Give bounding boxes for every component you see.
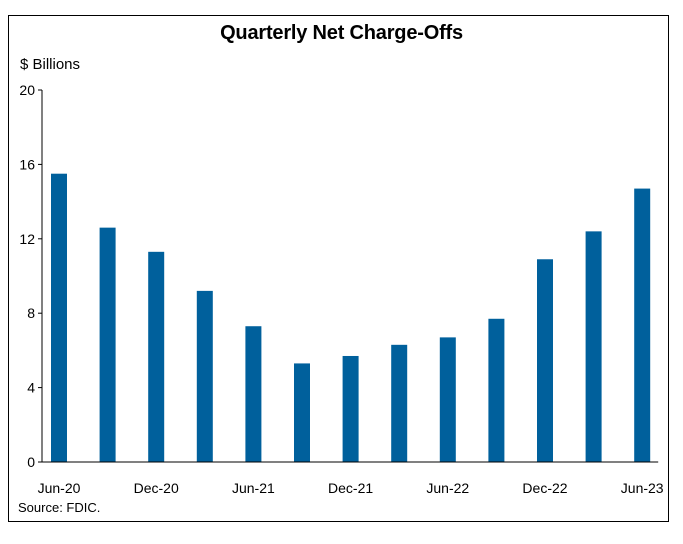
bar-jun-22 (439, 337, 456, 462)
y-tick-label: 20 (19, 82, 35, 98)
y-tick-label: 4 (27, 380, 35, 396)
x-tick-label: Dec-22 (522, 480, 567, 496)
bar-mar-23 (585, 231, 602, 462)
y-tick-label: 12 (19, 231, 35, 247)
bar-mar-22 (391, 344, 408, 462)
y-tick-label: 16 (19, 156, 35, 172)
bar-dec-20 (148, 251, 165, 462)
bar-sep-22 (488, 318, 505, 462)
x-tick-label: Jun-20 (38, 480, 81, 496)
x-tick-label: Jun-21 (232, 480, 275, 496)
bars (51, 173, 651, 462)
bar-dec-21 (342, 355, 359, 462)
chart-frame (8, 15, 669, 522)
x-axis: Jun-20 Dec-20 Jun-21 Dec-21 Jun-22 Dec-22 Jun-… (38, 461, 664, 496)
y-tick-label: 0 (27, 454, 35, 470)
bar-jun-20 (51, 173, 67, 462)
bar-sep-20 (99, 227, 116, 462)
bar-sep-21 (294, 363, 310, 462)
x-tick-label: Dec-21 (328, 480, 373, 496)
y-axis: 0 4 8 12 16 20 (19, 82, 43, 470)
y-axis-unit-label: $ Billions (20, 56, 81, 73)
y-tick-label: 8 (27, 305, 35, 321)
bar-jun-21 (245, 326, 262, 462)
bar-dec-22 (537, 259, 553, 462)
x-tick-label: Dec-20 (134, 480, 179, 496)
x-tick-label: Jun-22 (426, 480, 469, 496)
x-tick-label: Jun-23 (621, 480, 664, 496)
chart-title: Quarterly Net Charge-Offs (220, 22, 463, 44)
bar-jun-23 (634, 188, 651, 462)
bar-mar-21 (196, 290, 213, 462)
source-note: Source: FDIC. (18, 500, 101, 515)
